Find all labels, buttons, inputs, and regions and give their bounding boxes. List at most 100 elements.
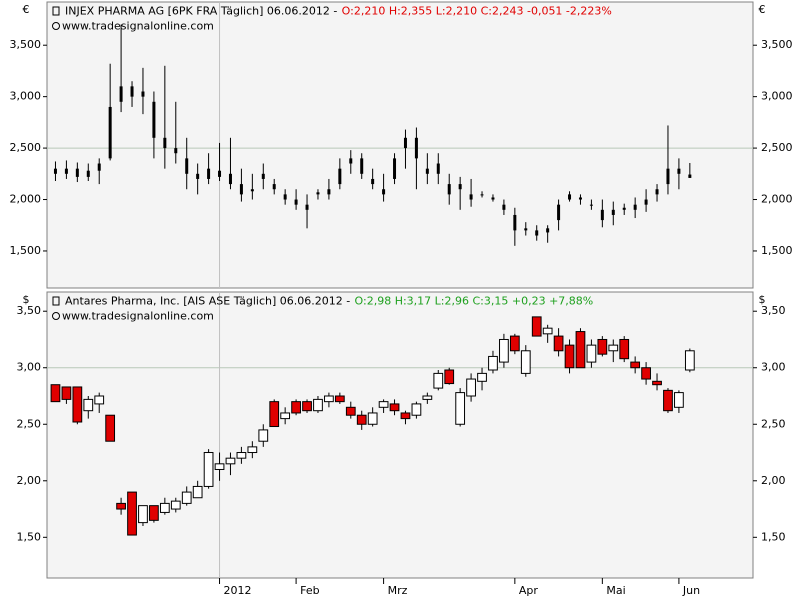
y-tick-label-left: 2,500 — [10, 141, 42, 154]
price-body — [218, 170, 222, 177]
price-body — [152, 101, 156, 138]
price-body — [360, 158, 364, 174]
candle-body — [499, 338, 509, 363]
y-tick-label-right: 1,50 — [761, 530, 786, 543]
candle-body — [531, 316, 542, 337]
candle-body — [684, 350, 695, 371]
candle-body — [433, 372, 444, 389]
currency-left: € — [23, 3, 30, 16]
candle-body — [170, 500, 181, 510]
price-body — [557, 204, 561, 221]
candle-body — [225, 457, 236, 465]
candle-body — [575, 331, 586, 369]
y-tick-label-right: 3,00 — [761, 361, 786, 374]
candle-body — [94, 395, 105, 405]
x-tick-label: Feb — [300, 584, 319, 597]
currency-right: $ — [759, 293, 766, 306]
candle-body — [116, 502, 126, 510]
price-body — [294, 199, 298, 205]
candle-body — [192, 485, 203, 499]
y-tick-label-right: 2,000 — [761, 193, 793, 206]
candle-body — [127, 491, 137, 536]
chart-title: INJEX PHARMA AG [6PK FRA Täglich] 06.06.… — [65, 5, 338, 18]
candle-body — [488, 355, 498, 371]
candle-body — [466, 378, 476, 397]
copyright-icon — [52, 22, 60, 30]
candle-body — [236, 452, 247, 459]
candle-body — [586, 344, 597, 363]
price-body — [644, 199, 648, 205]
price-body — [338, 168, 342, 185]
price-body — [425, 168, 429, 174]
y-tick-label-left: 3,500 — [10, 38, 42, 51]
candle-body — [258, 429, 269, 442]
price-body — [53, 168, 57, 174]
price-body — [228, 173, 232, 185]
candle-body — [422, 395, 433, 400]
price-body — [86, 170, 90, 177]
price-body — [349, 158, 353, 164]
price-body — [513, 214, 517, 231]
y-tick-label-right: 3,50 — [761, 304, 786, 317]
candle-body — [564, 344, 575, 369]
price-body — [480, 194, 484, 196]
candle-body — [324, 395, 334, 403]
price-body — [327, 189, 331, 195]
y-tick-label-right: 2,00 — [761, 474, 786, 487]
price-body — [174, 148, 178, 154]
price-body — [655, 189, 659, 195]
price-body — [403, 137, 407, 149]
candle-body — [652, 380, 662, 386]
price-body — [633, 204, 637, 210]
price-body — [239, 184, 243, 195]
header-icon — [52, 296, 60, 306]
candle-body — [597, 338, 608, 355]
y-tick-label-right: 1,500 — [761, 244, 793, 257]
candle-body — [520, 350, 531, 374]
price-body — [207, 168, 211, 179]
price-body — [502, 204, 506, 210]
price-body — [578, 197, 582, 200]
price-body — [600, 209, 604, 221]
price-body — [677, 168, 681, 174]
watermark: www.tradesignalonline.com — [62, 310, 214, 323]
candle-body — [356, 414, 367, 425]
candle-body — [389, 403, 400, 412]
price-body — [119, 86, 123, 102]
candle-body — [378, 401, 389, 408]
chart-title: Antares Pharma, Inc. [AIS ASE Täglich] 0… — [65, 295, 351, 308]
price-body — [688, 174, 692, 178]
candle-body — [477, 372, 487, 382]
y-tick-label-right: 3,500 — [761, 38, 793, 51]
candle-body — [181, 491, 192, 504]
candle-body — [280, 412, 291, 420]
price-body — [108, 106, 112, 159]
price-body — [130, 86, 134, 97]
price-body — [185, 158, 189, 174]
candle-body — [302, 401, 312, 412]
candle-body — [663, 389, 673, 412]
price-body — [75, 168, 79, 177]
y-tick-label-left: 2,00 — [17, 474, 42, 487]
price-body — [469, 194, 473, 200]
x-tick-label: Mai — [606, 584, 625, 597]
price-body — [666, 168, 670, 185]
x-tick-label: 2012 — [224, 584, 252, 597]
price-body — [458, 184, 462, 190]
price-body — [163, 137, 167, 149]
candle-body — [61, 386, 72, 400]
candle-body — [291, 401, 301, 414]
candle-body — [247, 446, 258, 454]
y-tick-label-left: 1,50 — [17, 530, 42, 543]
candle-body — [674, 392, 684, 408]
candle-body — [509, 335, 520, 352]
price-body — [272, 184, 276, 190]
price-body — [436, 163, 440, 174]
candle-body — [444, 369, 455, 385]
candle-body — [553, 335, 564, 352]
y-tick-label-right: 2,50 — [761, 417, 786, 430]
candle-body — [149, 505, 159, 521]
y-tick-label-right: 2,500 — [761, 141, 793, 154]
candle-body — [619, 338, 630, 360]
